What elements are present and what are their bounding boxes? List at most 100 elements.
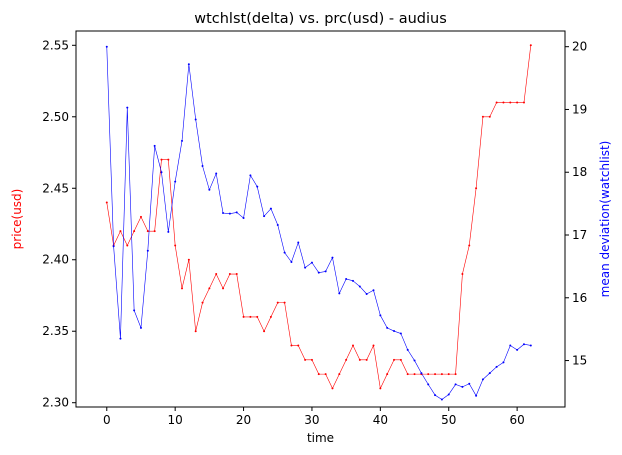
axes-layer: 0 10 20 30 40 50 60 2.30 2.35 2.40 2.45 2.50 2.55 15 1… <box>42 30 587 427</box>
data-point-watchlist <box>242 217 245 220</box>
data-point-watchlist <box>112 245 115 248</box>
data-point-price <box>372 344 375 347</box>
plot-frame <box>75 30 566 408</box>
x-tick-label: 60 <box>509 413 524 427</box>
data-point-watchlist <box>522 343 525 346</box>
data-point-watchlist <box>420 372 423 375</box>
y-left-tick-label: 2.45 <box>42 181 69 195</box>
data-point-price <box>331 387 334 390</box>
data-point-price <box>454 373 457 376</box>
data-point-price <box>447 373 450 376</box>
x-axis-label: time <box>307 431 334 445</box>
data-point-watchlist <box>509 344 512 347</box>
data-point-price <box>276 301 279 304</box>
y-left-tick-label: 2.40 <box>42 253 69 267</box>
data-point-watchlist <box>475 394 478 397</box>
data-point-price <box>386 373 389 376</box>
data-point-price <box>351 344 354 347</box>
data-point-price <box>495 101 498 104</box>
data-point-price <box>434 373 437 376</box>
data-point-price <box>379 387 382 390</box>
data-point-watchlist <box>119 337 122 340</box>
y-right-tick-label: 16 <box>572 291 587 305</box>
data-point-price <box>290 344 293 347</box>
data-point-price <box>488 115 491 118</box>
data-point-price <box>338 373 341 376</box>
data-point-watchlist <box>461 385 464 388</box>
data-point-price <box>215 273 218 276</box>
data-point-price <box>242 315 245 318</box>
data-point-watchlist <box>331 256 334 259</box>
data-point-watchlist <box>228 212 231 215</box>
y-right-tick-label: 18 <box>572 165 587 179</box>
data-point-watchlist <box>297 241 300 244</box>
data-point-watchlist <box>529 344 532 347</box>
x-tick-label: 30 <box>304 413 319 427</box>
data-point-price <box>283 301 286 304</box>
data-point-price <box>365 358 368 361</box>
x-tick-label: 20 <box>236 413 251 427</box>
data-point-price <box>256 315 259 318</box>
data-point-watchlist <box>310 261 313 264</box>
data-point-watchlist <box>427 383 430 386</box>
data-point-watchlist <box>516 348 519 351</box>
data-point-price <box>146 230 149 233</box>
data-point-price <box>310 358 313 361</box>
data-point-watchlist <box>146 249 149 252</box>
y-right-tick-label: 19 <box>572 102 587 116</box>
y-right-tick-label: 20 <box>572 40 587 54</box>
data-point-price <box>317 373 320 376</box>
data-point-watchlist <box>194 118 197 121</box>
data-point-price <box>461 273 464 276</box>
data-point-watchlist <box>160 171 163 174</box>
data-point-price <box>263 330 266 333</box>
series-layer <box>105 44 532 401</box>
data-point-watchlist <box>256 185 259 188</box>
x-tick-label: 40 <box>373 413 388 427</box>
data-point-price <box>187 258 190 261</box>
data-point-watchlist <box>222 212 225 215</box>
data-point-price <box>208 287 211 290</box>
x-tick-label: 0 <box>103 413 111 427</box>
data-point-watchlist <box>488 372 491 375</box>
data-point-price <box>181 287 184 290</box>
x-tick-label: 10 <box>168 413 183 427</box>
data-point-watchlist <box>413 359 416 362</box>
data-point-watchlist <box>126 106 129 109</box>
data-point-price <box>481 115 484 118</box>
data-point-price <box>167 158 170 161</box>
data-point-price <box>399 358 402 361</box>
data-point-price <box>304 358 307 361</box>
chart-title: wtchlst(delta) vs. prc(usd) - audius <box>194 11 447 27</box>
data-point-price <box>406 373 409 376</box>
data-point-price <box>126 244 129 247</box>
data-point-watchlist <box>304 266 307 269</box>
data-point-price <box>529 44 532 47</box>
data-point-price <box>413 373 416 376</box>
data-point-price <box>427 373 430 376</box>
data-point-watchlist <box>481 378 484 381</box>
data-point-price <box>228 273 231 276</box>
data-point-price <box>297 344 300 347</box>
data-point-price <box>249 315 252 318</box>
data-point-price <box>194 330 197 333</box>
data-point-watchlist <box>454 383 457 386</box>
data-point-watchlist <box>440 398 443 401</box>
plot-area <box>76 31 565 407</box>
data-point-watchlist <box>468 382 471 385</box>
data-point-watchlist <box>372 289 375 292</box>
data-point-price <box>468 244 471 247</box>
data-point-watchlist <box>434 394 437 397</box>
data-point-watchlist <box>351 279 354 282</box>
data-point-watchlist <box>338 292 341 295</box>
data-point-watchlist <box>393 330 396 333</box>
data-point-price <box>269 315 272 318</box>
y-left-tick-label: 2.50 <box>42 110 69 124</box>
data-point-price <box>133 230 136 233</box>
data-point-price <box>522 101 525 104</box>
data-point-watchlist <box>358 285 361 288</box>
data-point-watchlist <box>406 348 409 351</box>
data-point-watchlist <box>269 207 272 210</box>
data-point-watchlist <box>181 139 184 142</box>
